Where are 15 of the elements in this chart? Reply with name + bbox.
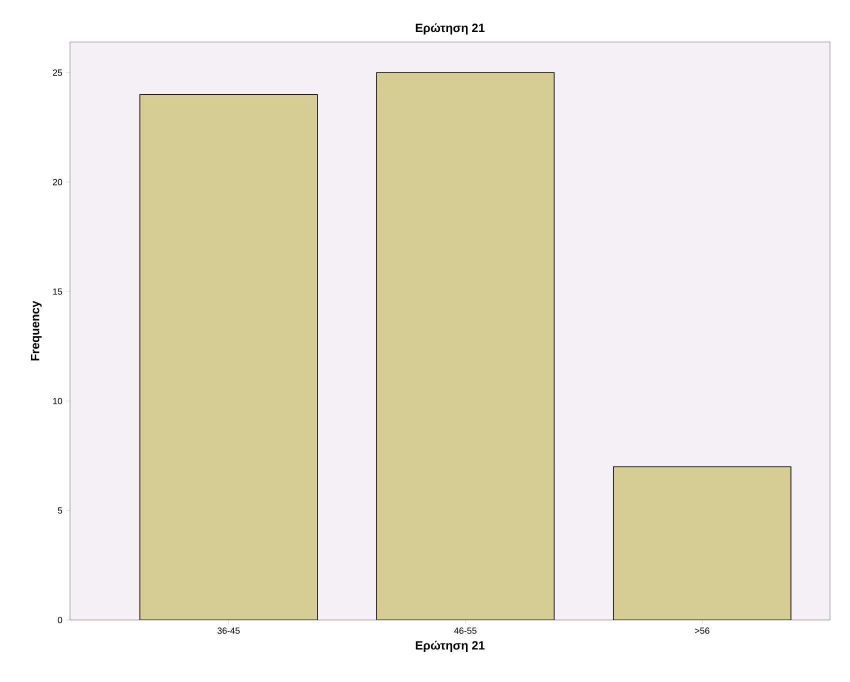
x-tick-label: 46-55	[454, 628, 476, 634]
x-axis-title: Ερώτηση 21	[416, 640, 485, 652]
x-tick-label: 36-45	[218, 628, 240, 634]
bar	[612, 466, 792, 620]
y-tick-label: 10	[53, 398, 62, 404]
y-tick-label: 0	[58, 616, 62, 624]
y-tick-label: 25	[52, 69, 62, 76]
y-axis-title: Frequency	[30, 300, 42, 360]
bar	[140, 94, 318, 620]
x-tick-label: >56	[694, 628, 710, 634]
y-tick-label: 20	[52, 178, 62, 186]
chart-title: Ερώτηση 21	[416, 23, 485, 34]
y-tick-label: 5	[58, 507, 62, 514]
bar	[376, 72, 555, 620]
y-tick-label: 15	[53, 288, 62, 295]
